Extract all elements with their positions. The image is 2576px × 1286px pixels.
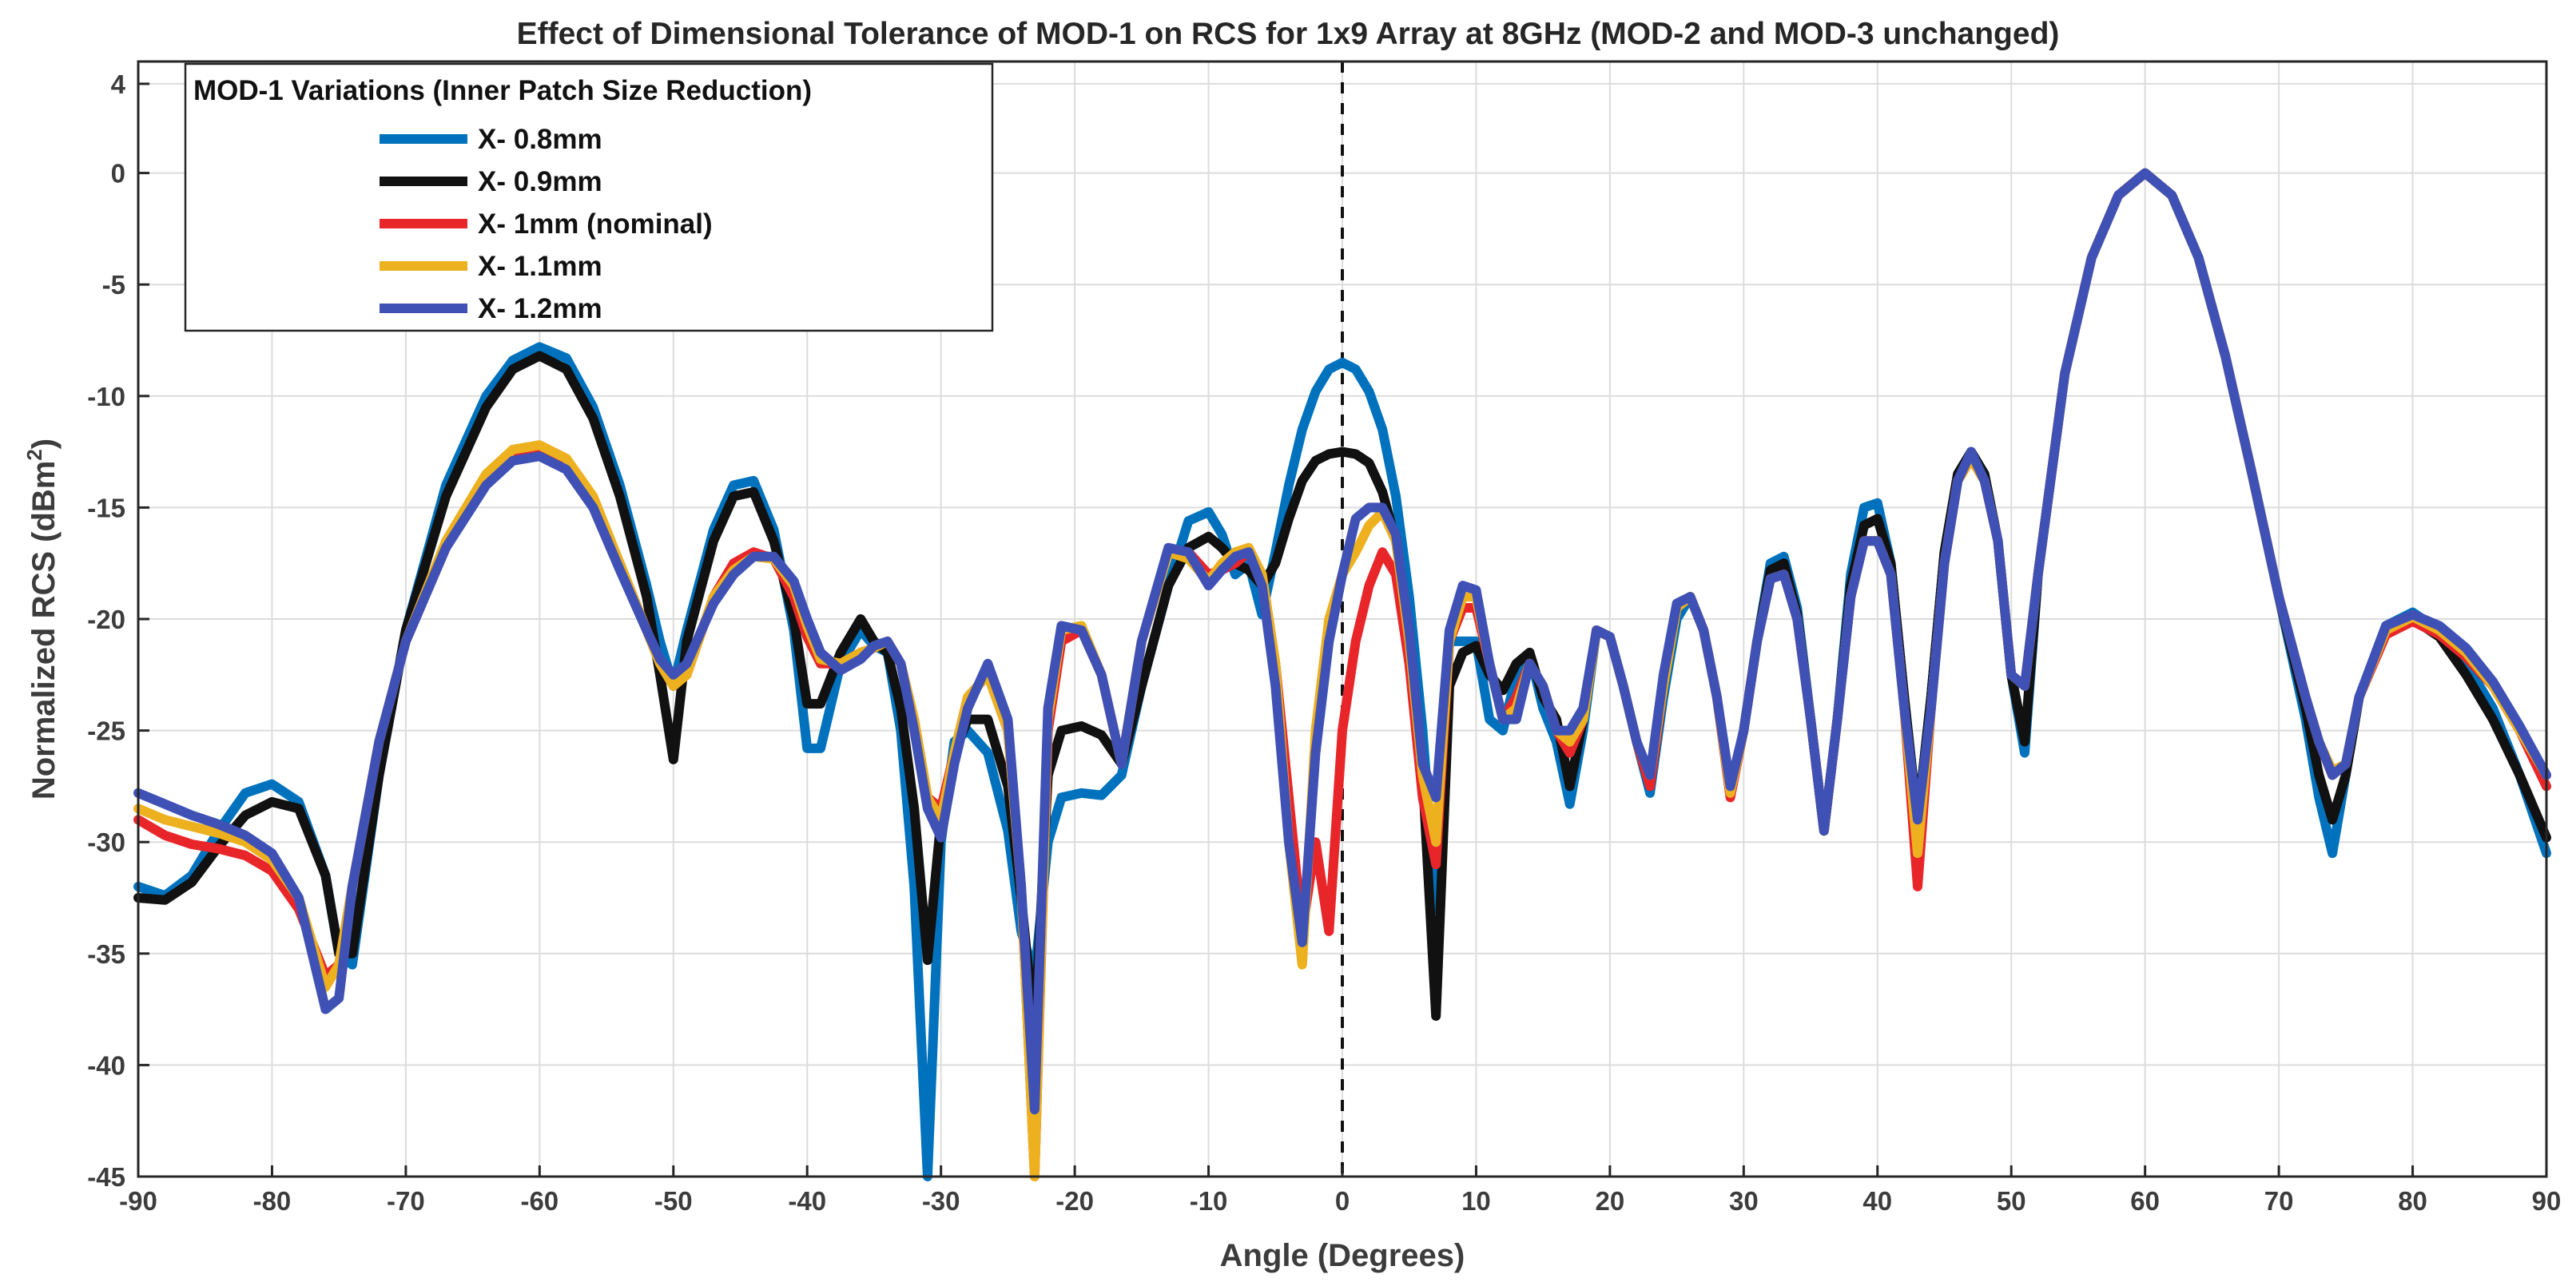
legend-label-4: X- 1.1mm	[478, 251, 602, 282]
x-tick-label: 60	[2130, 1186, 2160, 1216]
x-tick-label: -50	[654, 1186, 693, 1216]
y-tick-label: -20	[87, 605, 125, 634]
series-group	[133, 168, 2551, 1181]
x-tick-label: 0	[1335, 1186, 1350, 1216]
x-axis-label: Angle (Degrees)	[1220, 1238, 1465, 1273]
legend: MOD-1 Variations (Inner Patch Size Reduc…	[184, 62, 994, 332]
series-line-5	[133, 168, 2551, 1115]
y-axis-ticks: 4 0 -5 -10 -15 -20 -25 -30 -35 -40 -45	[87, 69, 149, 1192]
y-tick-label: -40	[87, 1050, 125, 1080]
x-axis-ticks: -90 -80 -70 -60 -50 -40 -30 -20 -10 0 10 20 30 40 50 60…	[119, 1165, 2561, 1216]
y-tick-label: -10	[87, 382, 125, 411]
y-tick-label: -5	[102, 270, 125, 300]
legend-items: X- 0.8mm X- 0.9mm X- 1mm (nominal) X- 1.1mm…	[380, 124, 713, 324]
y-tick-label: -25	[87, 716, 125, 746]
legend-label-2: X- 0.9mm	[478, 166, 602, 197]
x-tick-label: -30	[922, 1186, 960, 1216]
y-tick-label: -35	[87, 939, 125, 969]
x-tick-label: -10	[1190, 1186, 1228, 1216]
y-tick-label: -30	[87, 828, 125, 857]
x-tick-label: -80	[253, 1186, 292, 1216]
x-tick-label: 70	[2264, 1186, 2294, 1216]
x-tick-label: 40	[1862, 1186, 1892, 1216]
x-tick-label: -20	[1055, 1186, 1094, 1216]
y-axis-label-main: Normalized RCS (dBm	[26, 461, 62, 800]
chart-title: Effect of Dimensional Tolerance of MOD-1…	[517, 17, 2060, 51]
y-tick-label: -45	[87, 1162, 125, 1192]
x-tick-label: 50	[1997, 1186, 2026, 1216]
x-tick-label: 80	[2398, 1186, 2427, 1216]
legend-box	[184, 62, 994, 332]
y-tick-label: -15	[87, 493, 125, 522]
legend-label-1: X- 0.8mm	[478, 124, 602, 155]
x-tick-label: -70	[387, 1186, 425, 1216]
x-tick-label: -90	[119, 1186, 157, 1216]
legend-label-5: X- 1.2mm	[478, 293, 602, 324]
x-tick-label: 30	[1729, 1186, 1759, 1216]
y-axis-label: Normalized RCS (dBm2)	[22, 439, 62, 800]
x-tick-label: -40	[788, 1186, 826, 1216]
x-tick-label: 10	[1461, 1186, 1491, 1216]
x-tick-label: 20	[1596, 1186, 1625, 1216]
y-axis-label-superscript: 2	[22, 449, 46, 460]
y-tick-label: 4	[111, 69, 126, 99]
x-tick-label: 90	[2532, 1186, 2562, 1216]
y-tick-label: 0	[111, 159, 125, 189]
x-tick-label: -60	[520, 1186, 559, 1216]
y-axis-label-close: )	[26, 439, 62, 449]
legend-label-3: X- 1mm (nominal)	[478, 208, 713, 240]
legend-title: MOD-1 Variations (Inner Patch Size Reduc…	[193, 75, 812, 106]
